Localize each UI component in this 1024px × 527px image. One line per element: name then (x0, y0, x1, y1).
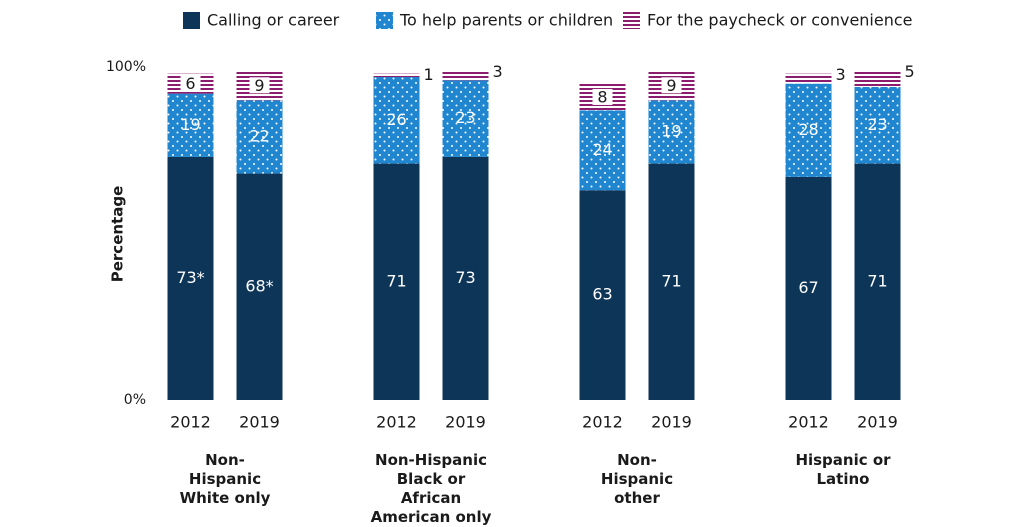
group-label: Non-Hispanic other (600, 451, 674, 507)
value-label: 5 (905, 62, 915, 81)
bar-segment (373, 76, 420, 164)
legend-label: Calling or career (207, 11, 340, 30)
bar-segment (785, 83, 832, 177)
bar-segment (442, 156, 489, 400)
value-label: 9 (666, 76, 676, 95)
y-tick-label: 100% (106, 59, 146, 75)
value-label: 9 (254, 76, 264, 95)
bar-segment (236, 100, 283, 174)
bar-segment (785, 73, 832, 84)
value-label: 67 (798, 278, 818, 297)
group-label: Hispanic or Latino (795, 451, 891, 488)
chart: Percentage 0% 100% Calling or career To hel… (106, 11, 915, 432)
label-box (661, 77, 682, 94)
bar-segment (373, 163, 420, 400)
x-tick-label: 2012 (170, 413, 211, 432)
page: Percentage 0% 100% Calling or career To hel… (106, 11, 915, 527)
value-label: 73* (176, 268, 204, 287)
x-tick-label: 2012 (376, 413, 417, 432)
value-label: 23 (867, 115, 887, 134)
value-label: 19 (180, 115, 200, 134)
bar-segment (442, 80, 489, 157)
value-label: 28 (798, 120, 818, 139)
value-label: 19 (661, 121, 681, 140)
value-label: 6 (185, 74, 195, 93)
x-tick-label: 2019 (651, 413, 692, 432)
value-label: 3 (836, 65, 846, 84)
value-label: 68* (245, 276, 273, 295)
bar-segment (648, 100, 695, 164)
x-tick-label: 2012 (582, 413, 623, 432)
legend-label: To help parents or children (399, 11, 613, 30)
y-tick-label: 0% (124, 392, 146, 408)
bar-segment (648, 163, 695, 400)
value-label: 1 (424, 65, 434, 84)
bar-segment (442, 70, 489, 81)
group-label: Non-Hispanic Black or African American o… (370, 451, 492, 526)
value-label: 71 (661, 271, 681, 290)
value-label: 63 (592, 285, 612, 304)
value-label: 73 (455, 268, 475, 287)
bar-segment (167, 156, 214, 400)
value-label: 71 (867, 271, 887, 290)
bar-segment (373, 73, 420, 77)
bar-segment (236, 173, 283, 400)
value-label: 3 (493, 62, 503, 81)
group-label: Non-Hispanic White only (179, 451, 271, 507)
value-label: 24 (592, 140, 612, 159)
bar-segment (854, 163, 901, 400)
label-box (180, 75, 201, 92)
bar-segment (579, 190, 626, 400)
legend-label: For the paycheck or convenience (647, 11, 913, 30)
legend-swatch (376, 12, 393, 29)
x-tick-label: 2019 (857, 413, 898, 432)
x-tick-label: 2019 (445, 413, 486, 432)
label-box (249, 77, 270, 94)
y-axis-label: Percentage (109, 186, 127, 283)
value-label: 23 (455, 108, 475, 127)
legend-swatch (183, 12, 200, 29)
legend-swatch (623, 12, 640, 29)
value-label: 8 (597, 87, 607, 106)
x-tick-label: 2012 (788, 413, 829, 432)
value-label: 71 (386, 271, 406, 290)
bar-segment (167, 93, 214, 157)
bar-segment (579, 110, 626, 191)
label-box (592, 88, 613, 105)
bar-segment (785, 176, 832, 400)
x-tick-label: 2019 (239, 413, 280, 432)
value-label: 26 (386, 110, 406, 129)
bar-segment (854, 70, 901, 87)
value-label: 22 (249, 126, 269, 145)
bar-segment (854, 86, 901, 164)
